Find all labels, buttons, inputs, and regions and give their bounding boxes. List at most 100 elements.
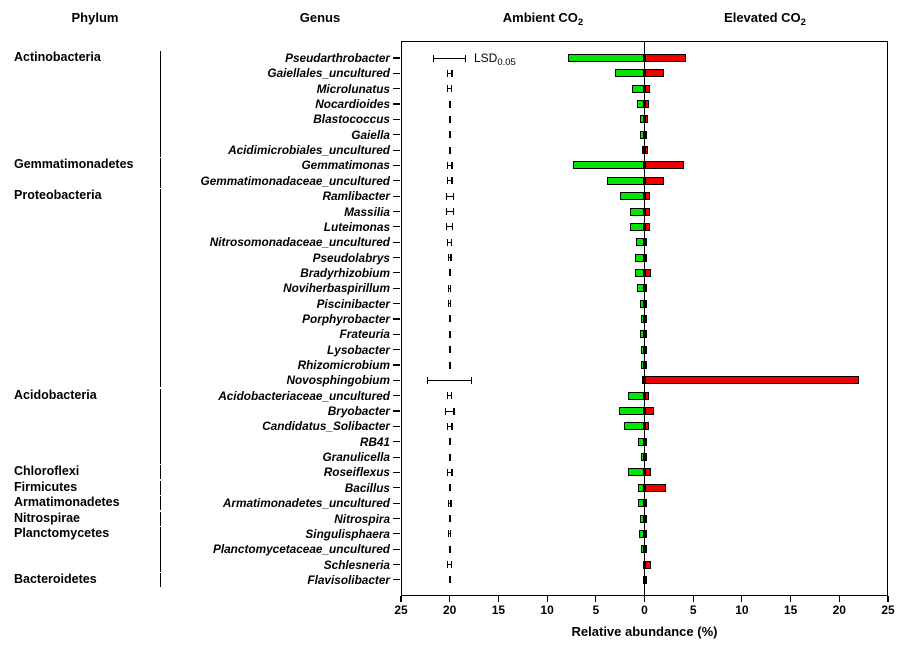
y-axis-tick <box>393 318 400 320</box>
genus-label: Singulisphaera <box>305 526 390 541</box>
genus-label: Rhizomicrobium <box>297 358 390 372</box>
error-bar-cap <box>449 530 452 538</box>
error-bar-line <box>447 502 452 504</box>
error-bar-cap <box>465 54 467 62</box>
lsd-error-bar <box>448 100 451 108</box>
ambient-bar <box>567 54 645 62</box>
lsd-error-bar <box>447 284 452 292</box>
elevated-bar <box>644 69 664 78</box>
ambient-bar <box>639 514 645 523</box>
error-bar-line <box>445 195 454 197</box>
error-bar-cap <box>448 453 450 461</box>
x-axis-tick-label: 25 <box>881 603 895 617</box>
ambient-bar <box>619 407 645 416</box>
ambient-bar <box>629 222 645 231</box>
y-axis-tick <box>393 303 400 305</box>
lsd-error-bar <box>448 545 451 553</box>
phylum-label: Nitrospirae <box>14 510 80 525</box>
lsd-error-bar <box>427 376 473 384</box>
ambient-bar <box>639 529 645 538</box>
x-axis-tick <box>790 596 792 602</box>
error-bar-cap <box>448 269 450 277</box>
y-axis-tick <box>393 57 400 59</box>
ambient-bar <box>639 330 645 339</box>
phylum-label: Chloroflexi <box>14 464 80 479</box>
elevated-bar <box>644 575 647 584</box>
elevated-bar <box>644 299 647 308</box>
lsd-error-bar <box>446 177 453 185</box>
phylum-bracket-line <box>160 511 162 526</box>
x-axis-tick-label: 5 <box>689 603 697 617</box>
genus-label: Acidimicrobiales_uncultured <box>228 143 390 158</box>
lsd-error-bar <box>445 192 454 200</box>
x-axis-tick-label: 5 <box>592 603 600 617</box>
error-bar-cap <box>446 468 448 476</box>
y-axis-tick <box>393 333 400 335</box>
x-axis-tick <box>838 596 840 602</box>
phylum-bracket-line <box>160 496 162 511</box>
elevated-bar <box>644 376 859 385</box>
genus-label: Roseiflexus <box>323 465 390 480</box>
error-bar-line <box>445 211 454 213</box>
genus-label: Acidobacteriaceae_uncultured <box>218 388 390 403</box>
genus-label: Nitrosomonadaceae_uncultured <box>209 235 390 250</box>
x-axis-tick-label: 10 <box>540 603 554 617</box>
genus-label: Noviherbaspirillum <box>283 281 390 296</box>
genus-label: Luteimonas <box>323 219 390 234</box>
lsd-error-bar <box>447 561 453 569</box>
phylum-label: Armatimonadetes <box>14 495 120 510</box>
x-axis-tick-label: 25 <box>394 603 408 617</box>
lsd-error-bar <box>447 238 453 246</box>
elevated-bar <box>644 84 651 93</box>
error-bar-cap <box>448 100 450 108</box>
genus-label: Gemmatimonas <box>301 158 390 173</box>
y-axis-tick <box>393 487 400 489</box>
lsd-error-bar <box>446 69 453 77</box>
x-axis-tick-label: 20 <box>443 603 457 617</box>
error-bar-line <box>447 241 453 243</box>
error-bar-cap <box>447 300 450 308</box>
error-bar-cap <box>449 146 451 154</box>
error-bar-line <box>427 379 473 381</box>
error-bar-cap <box>446 69 448 77</box>
error-bar-line <box>447 287 452 289</box>
phylum-label: Planctomycetes <box>14 525 110 540</box>
error-bar-cap <box>446 223 448 231</box>
phylum-label: Gemmatimonadetes <box>14 157 134 172</box>
ambient-bar <box>641 314 645 323</box>
error-bar-line <box>446 180 453 182</box>
lsd-error-bar <box>448 115 451 123</box>
genus-label: Granulicella <box>322 450 390 465</box>
genus-label: Nitrospira <box>334 511 390 526</box>
error-bar-line <box>447 303 452 305</box>
ambient-co2-header: Ambient CO2 <box>453 10 633 31</box>
y-axis-tick <box>393 149 400 151</box>
co2-subscript: 2 <box>577 17 584 28</box>
genus-label: Schlesneria <box>323 557 390 572</box>
elevated-bar <box>644 222 650 231</box>
elevated-co2-text: Elevated CO <box>724 10 801 25</box>
error-bar-cap <box>448 515 450 522</box>
lsd-error-bar <box>448 576 451 584</box>
lsd-subscript: 0.05 <box>497 57 516 68</box>
elevated-bar <box>644 314 647 323</box>
elevated-bar <box>644 422 649 431</box>
y-axis-tick <box>393 349 400 351</box>
error-bar-cap <box>450 254 452 262</box>
ambient-bar <box>635 268 645 277</box>
error-bar-cap <box>427 376 429 384</box>
error-bar-cap <box>449 361 451 369</box>
error-bar-cap <box>450 499 452 507</box>
genus-label: Candidatus_Solibacter <box>262 419 390 434</box>
error-bar-cap <box>470 376 473 384</box>
ambient-bar <box>639 115 645 124</box>
error-bar-cap <box>451 468 453 476</box>
error-bar-cap <box>447 284 450 292</box>
y-axis-tick <box>393 441 400 443</box>
ambient-bar <box>638 483 645 492</box>
elevated-bar <box>644 499 648 508</box>
genus-label: Bryobacter <box>327 404 390 419</box>
y-axis-tick <box>393 180 400 182</box>
error-bar-cap <box>450 238 453 246</box>
lsd-error-bar <box>446 422 453 430</box>
